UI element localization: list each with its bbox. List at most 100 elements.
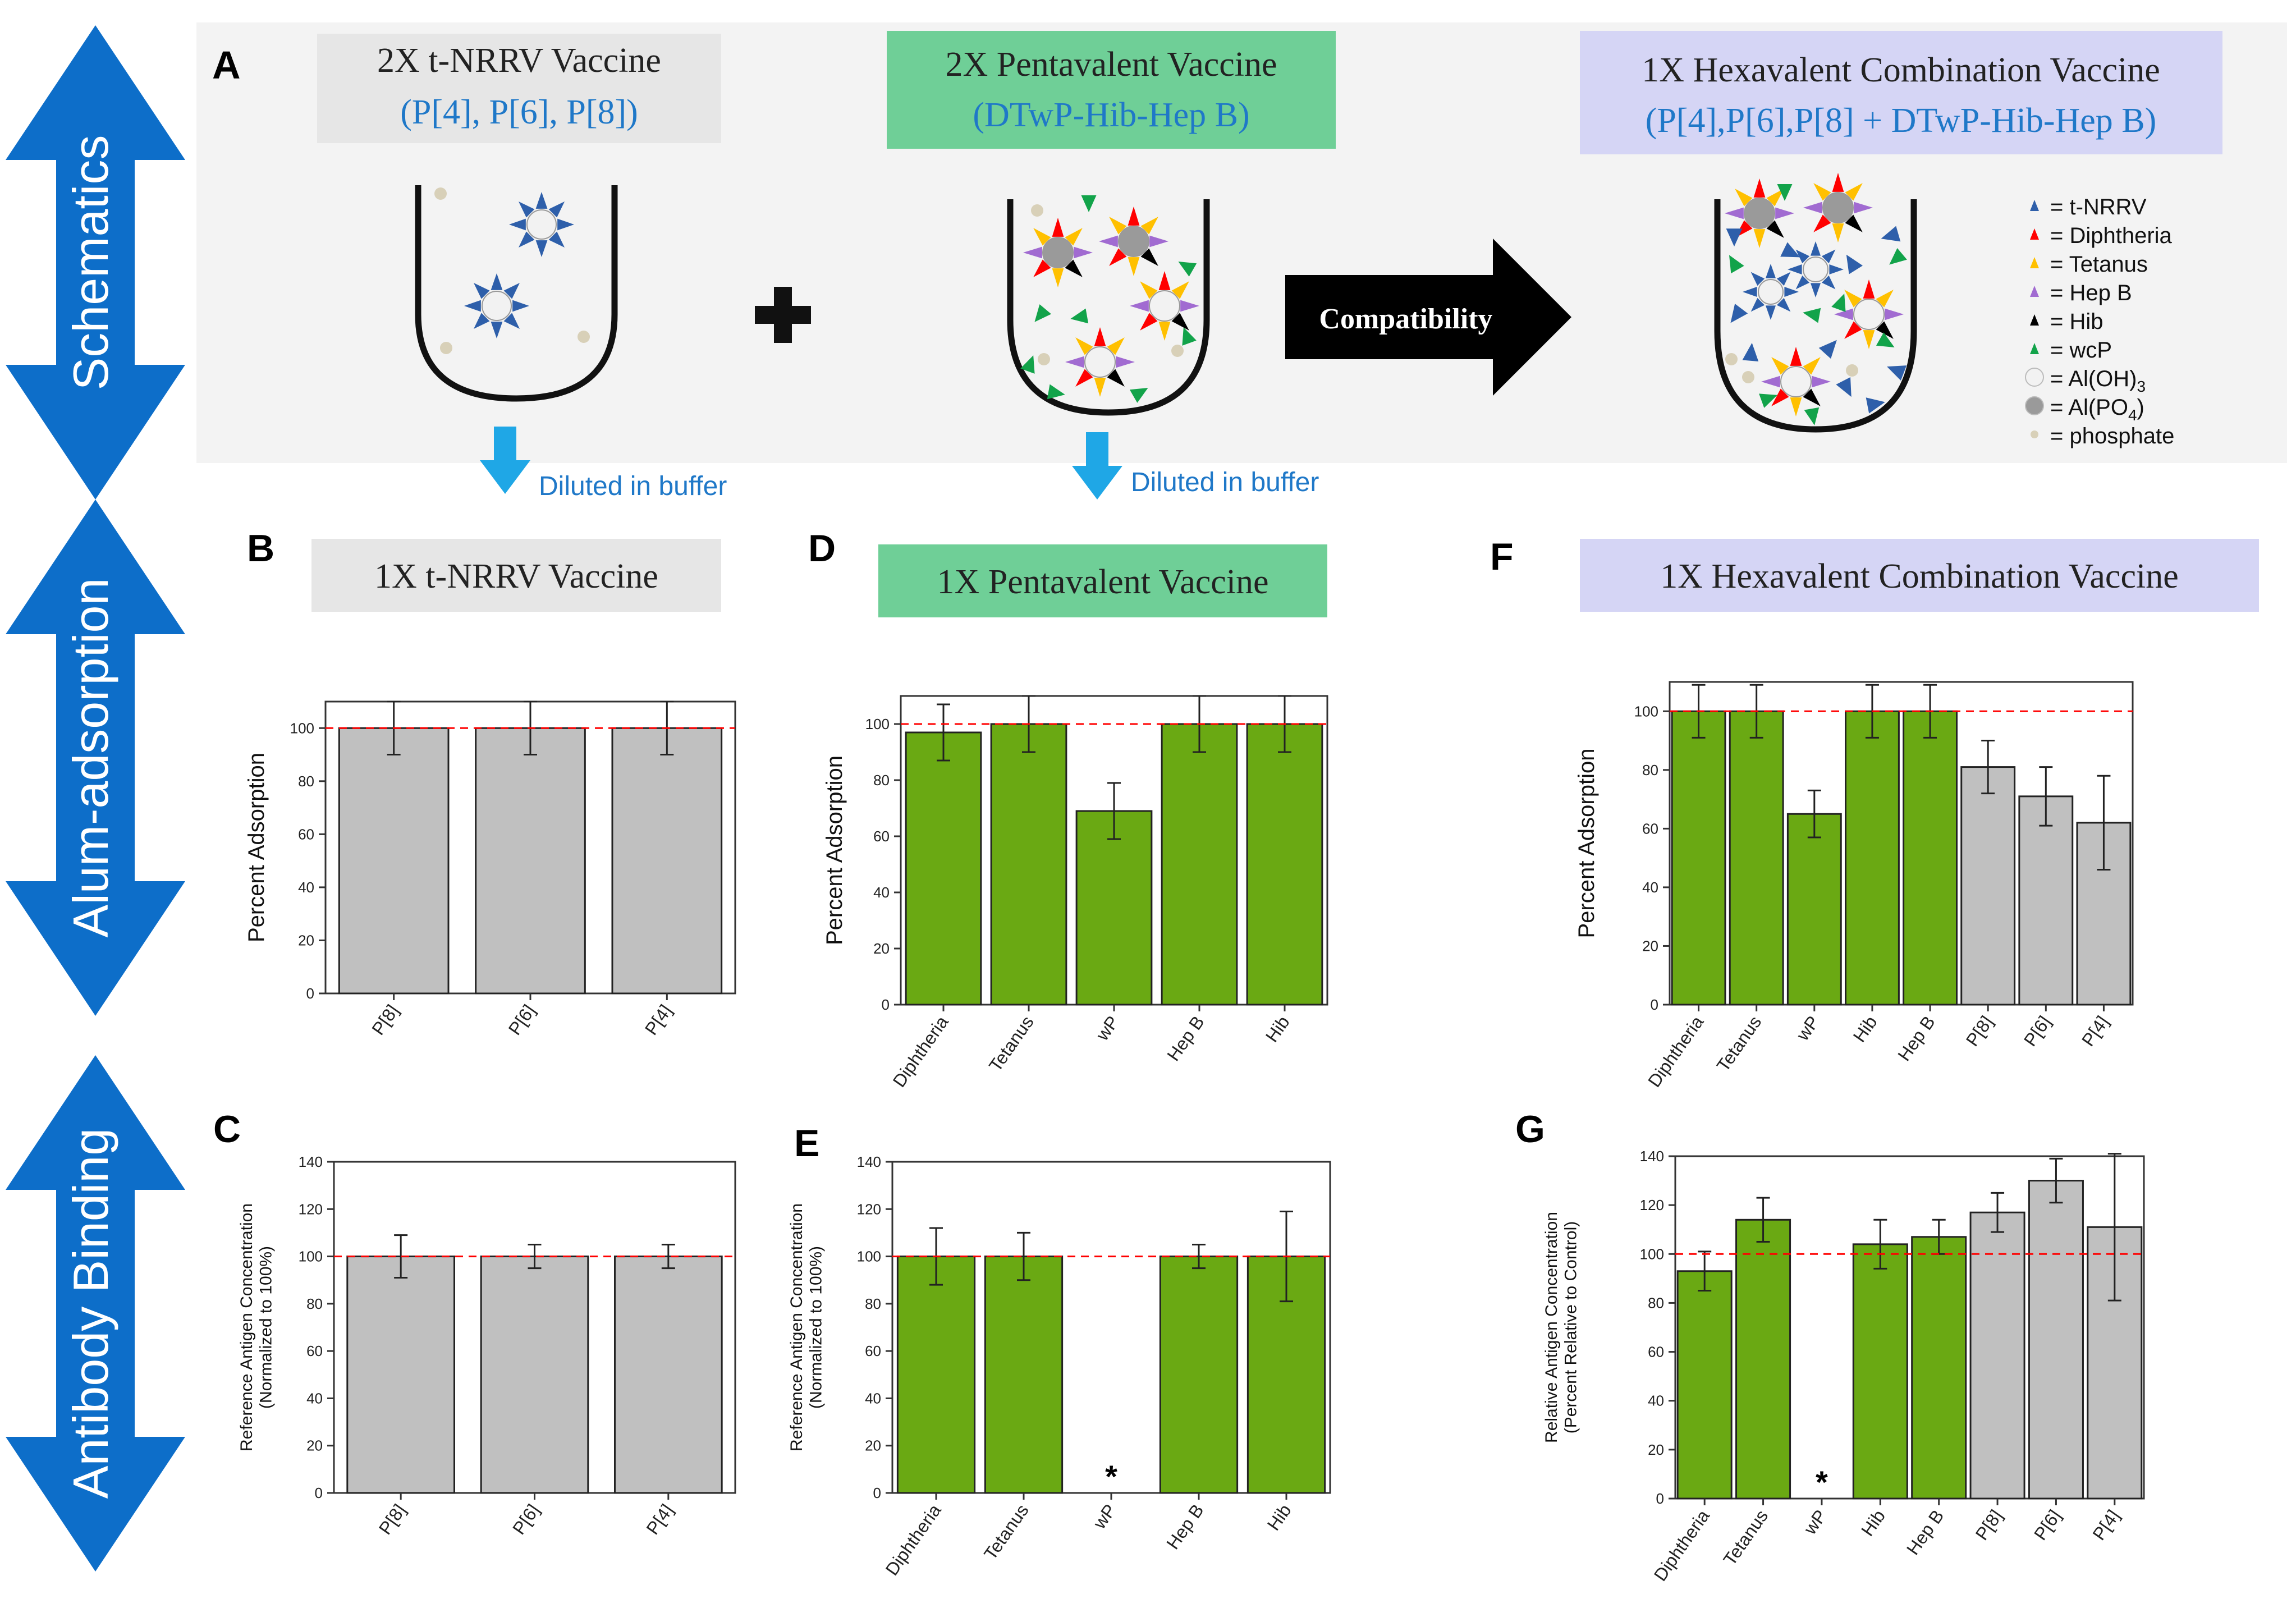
spike [1821,249,1836,264]
spike [1863,330,1875,349]
spike [1180,300,1199,312]
hexavalent-particles [1725,173,1907,425]
spike [1784,287,1799,297]
y-tick-label: 40 [306,1390,323,1407]
antigen-particle [1099,207,1168,276]
panel-letter: G [1515,1108,1545,1151]
spike [557,218,574,231]
spike [1811,241,1821,256]
spike [1876,290,1894,308]
y-tick-label: 100 [865,716,890,732]
phosphate-dot [578,331,590,343]
spike [1140,248,1158,266]
y-tick-label: 100 [1640,1245,1664,1262]
x-tick-label: Hep B [1162,1500,1208,1553]
bar [1786,813,1842,1006]
antigen-triangle [1081,195,1097,212]
panel-letter: D [808,527,836,570]
compatibility-arrow: Compatibility [1285,239,1571,396]
y-tick-label: 0 [315,1485,323,1501]
adjuvant-core [1803,256,1828,282]
y-tick-label: 0 [306,985,314,1002]
x-tick-label: Hep B [1163,1012,1208,1065]
spike [491,322,503,338]
bar [984,1256,1064,1494]
bar [905,731,982,1006]
spike [473,282,490,299]
spike [509,218,526,231]
y-tick-label: 80 [1648,1294,1664,1311]
legend-triangle-icon [2030,200,2039,211]
bar [1852,1243,1908,1500]
adjuvant-core [1780,366,1812,397]
spike [1795,249,1810,264]
spike [1140,217,1158,235]
title-box-hexavalent [1580,31,2222,154]
adjuvant-core [1822,192,1854,223]
side-arrow-schematics: Schematics [6,25,185,500]
spike [503,282,520,299]
spike [1094,327,1106,346]
spike [1771,357,1789,375]
spike [1116,356,1135,368]
box-title: 1X Hexavalent Combination Vaccine [1642,51,2160,89]
y-tick-label: 60 [865,1343,881,1359]
antigen-triangle [1866,397,1885,414]
bar [1161,723,1238,1006]
spike [1776,272,1791,286]
legend: = t-NRRV = Diphtheria = Tetanus = Hep B = Hi… [2025,195,2174,448]
spike [1023,246,1042,259]
y-tick-label: 100 [1634,703,1658,720]
spike [1140,281,1158,299]
x-tick-label: P[4] [2088,1506,2123,1543]
spike [1766,305,1776,320]
spike [1074,246,1093,259]
y-tick-label: 140 [299,1153,323,1170]
y-tick-label: 60 [1642,820,1658,837]
spike [1033,259,1051,277]
adjuvant-core [1149,290,1180,322]
phosphate-dot [1742,371,1754,383]
panel-letter: E [794,1122,819,1165]
bar [896,1256,976,1494]
y-tick-label: 120 [857,1201,881,1217]
x-tick-label: P[6] [508,1500,543,1538]
side-label-alum-adsorption: Alum-adsorption [63,578,118,938]
spike [1171,281,1189,299]
box-subtitle: (P[4], P[6], P[8]) [400,93,638,131]
side-label-schematics: Schematics [63,135,118,391]
spike [503,313,520,329]
x-tick-label: Diphtheria [1650,1506,1713,1584]
bar [1729,710,1784,1006]
adjuvant-core [1758,279,1784,305]
vial-outline [1007,199,1210,416]
spike [1813,183,1831,201]
spike [1863,280,1875,299]
panel-b-chart: B 1X t-NRRV Vaccine 0 20 40 60 80 100 Percent Ad… [244,527,736,1039]
spike [1109,217,1127,235]
box-subtitle: (DTwP-Hib-Hep B) [973,96,1249,134]
bar [338,727,450,995]
y-tick-label: 120 [1640,1197,1664,1213]
vial-outline [1714,199,1917,433]
bar [1845,710,1900,1006]
legend-label: = t-NRRV [2050,195,2147,219]
spike [1834,308,1853,320]
spike [1065,228,1083,246]
panel-letter: A [212,43,241,87]
down-arrow-icon [480,427,530,494]
bar [1903,710,1958,1006]
antigen-triangle [1178,262,1197,277]
y-axis-label: Percent Adsorption [244,753,269,942]
bar [1075,810,1153,1006]
antigen-triangle [1034,304,1052,322]
bar [1735,1218,1791,1500]
x-tick-label: wP [1092,1012,1123,1044]
chart-header-box [1580,539,2259,612]
spike [535,240,548,257]
panel-letter: C [213,1108,241,1151]
spike [1795,275,1810,290]
y-tick-label: 100 [290,720,314,736]
y-tick-label: 20 [1648,1441,1664,1458]
spike [1803,357,1821,375]
